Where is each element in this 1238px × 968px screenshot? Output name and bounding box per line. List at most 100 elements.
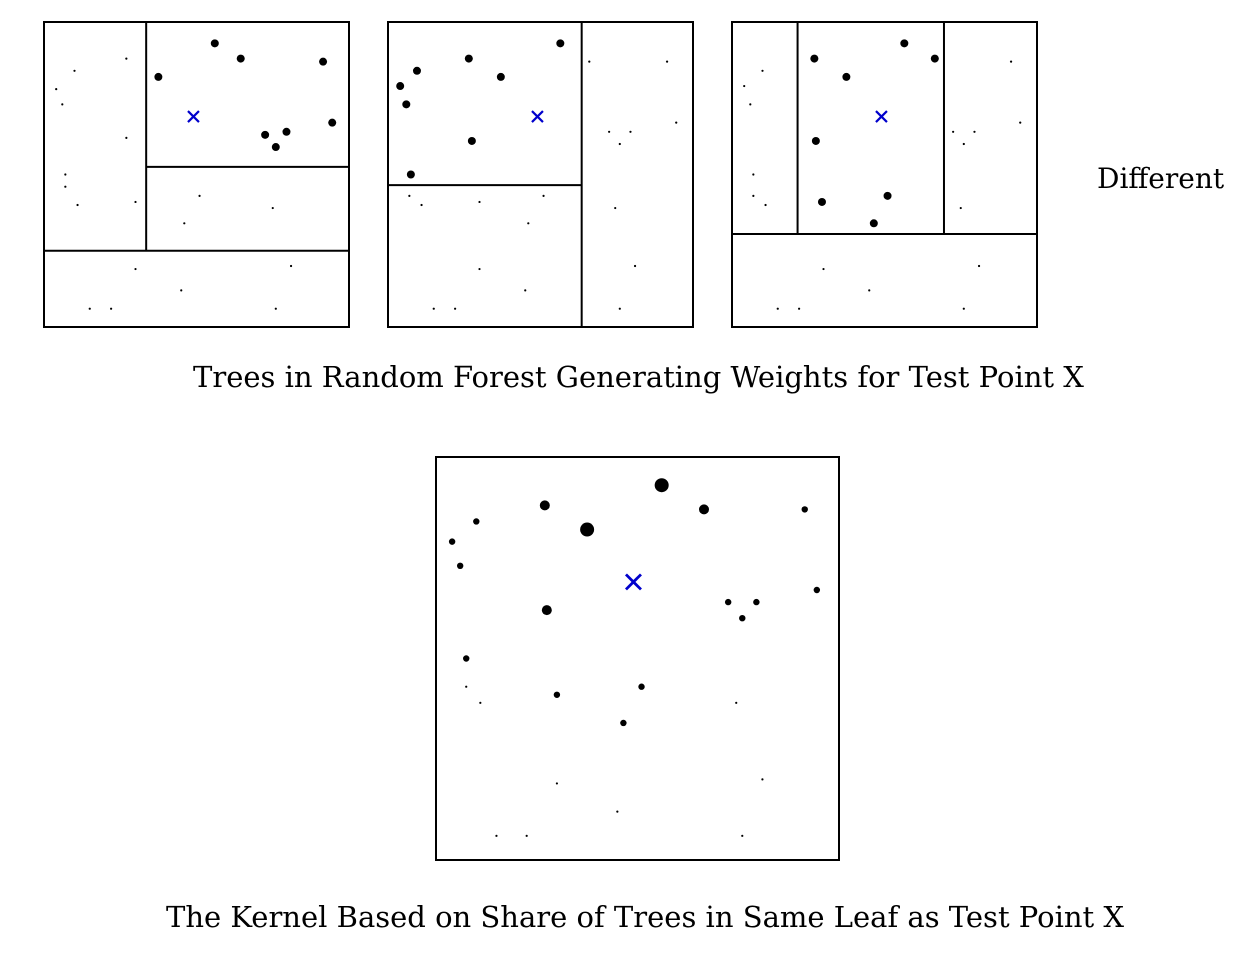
kernel-weighted-point — [724, 598, 732, 606]
same-leaf-point — [900, 39, 909, 48]
kernel-weighted-point — [739, 615, 746, 622]
kernel-weighted-point — [473, 518, 480, 525]
kernel-weighted-point — [761, 778, 764, 781]
same-leaf-point — [412, 66, 421, 75]
other-leaf-point — [64, 173, 67, 176]
other-leaf-point — [749, 103, 752, 106]
test-point-stroke — [531, 110, 544, 123]
kernel-weighted-point — [580, 522, 595, 537]
other-leaf-point — [134, 200, 137, 204]
same-leaf-point — [236, 54, 245, 63]
other-leaf-point — [962, 142, 965, 146]
test-point-stroke — [875, 110, 888, 123]
other-leaf-point — [408, 194, 411, 197]
other-leaf-point — [432, 307, 435, 310]
other-leaf-point — [64, 185, 67, 188]
kernel-weighted-point — [801, 506, 808, 513]
other-leaf-point — [743, 84, 746, 88]
kernel-weighted-point — [553, 691, 561, 698]
other-leaf-point — [977, 264, 981, 268]
other-leaf-point — [454, 307, 457, 310]
same-leaf-point — [930, 54, 939, 63]
other-leaf-point — [478, 200, 481, 204]
same-leaf-point — [496, 72, 505, 81]
same-leaf-point — [464, 54, 473, 63]
other-leaf-point — [76, 203, 79, 207]
same-leaf-point — [811, 136, 820, 145]
other-leaf-point — [798, 307, 801, 310]
kernel-weighted-point — [539, 500, 550, 511]
other-leaf-point — [110, 307, 113, 310]
kernel-weighted-point — [463, 655, 470, 662]
same-leaf-point — [396, 82, 405, 91]
kernel-weighted-point — [654, 478, 669, 493]
other-leaf-point — [776, 307, 779, 310]
other-leaf-point — [752, 173, 755, 176]
trees-caption: Trees in Random Forest Generating Weight… — [193, 360, 1084, 394]
kernel-weighted-point — [541, 605, 552, 616]
other-leaf-point — [633, 264, 637, 268]
same-leaf-point — [319, 57, 328, 66]
kernel-frame — [435, 456, 840, 861]
other-leaf-point — [752, 194, 755, 197]
other-leaf-point — [973, 130, 976, 133]
test-point-x-marker — [531, 110, 544, 123]
other-leaf-point — [125, 57, 128, 60]
tree-2-panel — [387, 21, 694, 328]
other-leaf-point — [73, 69, 76, 72]
tree-frame — [387, 21, 694, 328]
same-leaf-point — [271, 143, 280, 152]
kernel-weighted-point — [456, 562, 464, 570]
test-point-x-marker — [875, 110, 888, 123]
same-leaf-point — [154, 72, 163, 81]
other-leaf-point — [1009, 60, 1013, 63]
kernel-weighted-point — [555, 782, 559, 785]
other-leaf-point — [761, 69, 764, 72]
other-leaf-point — [524, 289, 527, 292]
kernel-weighted-point — [495, 834, 498, 837]
same-leaf-point — [328, 118, 337, 127]
other-leaf-point — [665, 60, 669, 63]
same-leaf-point — [210, 39, 219, 48]
tree-frame — [43, 21, 350, 328]
test-point-stroke — [187, 110, 200, 123]
other-leaf-point — [134, 267, 137, 271]
other-leaf-point — [588, 60, 591, 63]
other-leaf-point — [675, 121, 678, 124]
other-leaf-point — [198, 194, 201, 197]
test-point-stroke — [624, 573, 642, 591]
trees-row — [43, 21, 1038, 328]
kernel-weighted-point — [753, 598, 760, 606]
same-leaf-point — [282, 127, 291, 136]
other-leaf-point — [618, 142, 621, 146]
same-leaf-point — [883, 191, 892, 200]
kernel-weighted-point — [698, 504, 709, 515]
other-leaf-point — [614, 206, 617, 210]
same-leaf-point — [467, 136, 476, 145]
other-leaf-point — [289, 264, 293, 268]
different-label: Different — [1097, 162, 1225, 195]
same-leaf-point — [261, 130, 270, 139]
other-leaf-point — [959, 206, 962, 210]
other-leaf-point — [629, 130, 632, 133]
same-leaf-point — [810, 54, 819, 63]
other-leaf-point — [764, 203, 767, 207]
kernel-weighted-point — [616, 810, 619, 813]
other-leaf-point — [420, 203, 423, 207]
kernel-weighted-point — [479, 701, 482, 704]
same-leaf-point — [817, 197, 826, 206]
other-leaf-point — [618, 307, 621, 310]
other-leaf-point — [183, 222, 186, 225]
other-leaf-point — [527, 222, 530, 225]
kernel-weighted-point — [741, 834, 744, 837]
other-leaf-point — [125, 136, 128, 139]
other-leaf-point — [1019, 121, 1022, 124]
tree-1-panel — [43, 21, 350, 328]
same-leaf-point — [556, 39, 565, 48]
other-leaf-point — [55, 88, 58, 91]
test-point-x-marker — [624, 573, 642, 591]
kernel-weighted-point — [465, 685, 468, 688]
tree-3-panel — [731, 21, 1038, 328]
other-leaf-point — [274, 307, 277, 310]
